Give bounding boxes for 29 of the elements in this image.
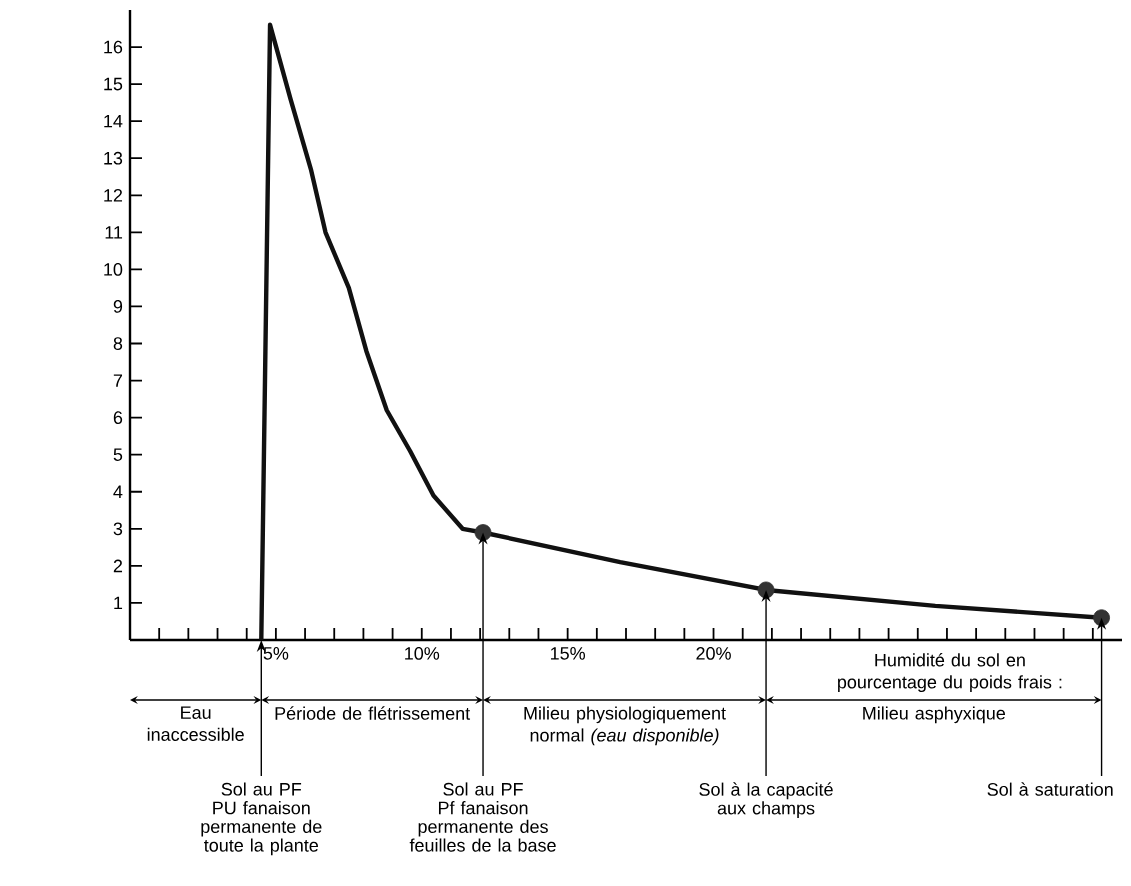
y-tick-label: 14: [104, 114, 123, 128]
y-tick-label: 4: [113, 485, 123, 498]
x-axis-title: Humidité du sol en pourcentage du poids frais :: [838, 653, 1062, 693]
y-tick-label: 11: [105, 226, 123, 239]
y-tick-label: 16: [104, 40, 123, 54]
y-tick-label: 12: [104, 188, 123, 202]
y-tick-label: 2: [113, 559, 123, 573]
x-tick-label: 15%: [551, 647, 586, 660]
x-tick-label: 10%: [405, 647, 440, 660]
annotation: Sol au PF PU fanaison permanente de toute la plante: [201, 782, 322, 856]
text: Période de flétrissement: [275, 706, 471, 720]
y-tick-label: 1: [114, 596, 123, 610]
y-tick-label: 8: [113, 337, 123, 350]
y-tick-label: 15: [104, 77, 123, 91]
text: Eau inaccessible: [147, 706, 244, 741]
x-tick-label: 20%: [696, 647, 731, 660]
annotation: Sol au PF Pf fanaison permanente des feuilles de la base: [409, 782, 556, 852]
y-tick-label: 3: [113, 522, 123, 536]
x-tick-label: 5%: [263, 647, 289, 660]
y-tick-label: 7: [113, 374, 123, 387]
text: Milieu physiologiquement normal (eau disponible): [524, 706, 726, 746]
y-tick-label: 13: [104, 151, 123, 165]
y-tick-label: 10: [104, 263, 123, 276]
annotation: Sol à saturation: [987, 782, 1113, 796]
annotation: Sol à la capacité aux champs: [699, 782, 833, 819]
y-tick-label: 9: [113, 300, 123, 313]
y-tick-label: 5: [113, 448, 123, 461]
text: Milieu asphyxique: [863, 706, 1006, 724]
y-tick-label: 6: [113, 411, 123, 425]
